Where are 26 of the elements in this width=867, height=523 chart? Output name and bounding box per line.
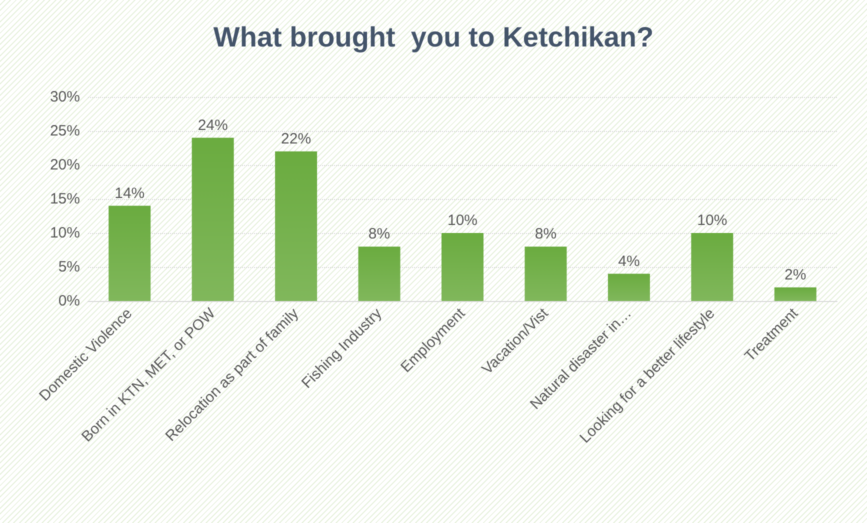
bar	[691, 233, 734, 301]
bar	[275, 151, 318, 301]
chart-title: What brought you to Ketchikan?	[213, 22, 654, 52]
data-label: 22%	[281, 130, 312, 148]
bar	[774, 287, 816, 301]
y-tick-label: 30%	[50, 88, 80, 106]
bar	[108, 206, 151, 301]
y-tick-label: 0%	[58, 292, 80, 310]
data-label: 8%	[534, 226, 557, 243]
bar	[442, 233, 484, 301]
data-label: 2%	[784, 266, 806, 284]
data-label: 10%	[447, 212, 478, 229]
bar	[608, 274, 650, 301]
y-tick-label: 20%	[50, 156, 80, 174]
data-label: 10%	[697, 212, 728, 229]
bar	[358, 246, 400, 301]
data-label: 14%	[114, 184, 145, 202]
bar	[524, 246, 567, 301]
y-tick-label: 10%	[50, 224, 80, 242]
y-tick-label: 5%	[58, 258, 80, 276]
data-label: 8%	[368, 226, 390, 243]
y-tick-label: 15%	[50, 190, 80, 208]
y-tick-label: 25%	[50, 122, 80, 140]
bar	[192, 138, 234, 301]
data-label: 24%	[198, 116, 228, 134]
data-label: 4%	[618, 252, 640, 270]
